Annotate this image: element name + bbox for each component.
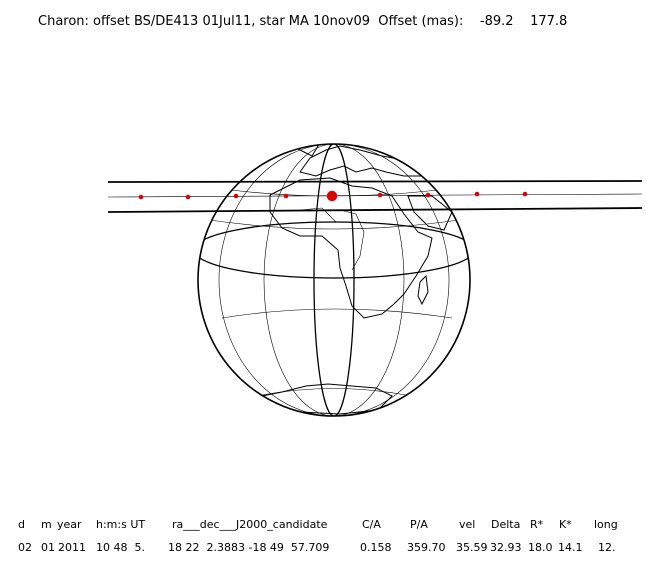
path-point	[138, 194, 144, 200]
globe-outline	[197, 143, 471, 417]
path-point	[474, 191, 480, 197]
longitude-line	[313, 144, 355, 416]
path-point	[283, 193, 289, 199]
path-point	[185, 194, 191, 200]
continents	[261, 144, 462, 415]
path-point	[425, 192, 431, 198]
latitude-line	[198, 217, 470, 230]
plot-title: Charon: offset BS/DE413 01Jul11, star MA…	[38, 14, 568, 29]
closest-approach-point	[326, 190, 338, 202]
latitude-line	[221, 308, 453, 319]
shadow-centerline	[107, 193, 643, 198]
shadow-limit-south	[107, 207, 643, 213]
path-point	[377, 192, 383, 198]
path-points	[138, 190, 528, 202]
day-night-boundary	[198, 221, 470, 279]
longitude-line	[218, 144, 450, 416]
longitude-line	[263, 144, 405, 416]
path-point	[522, 191, 528, 197]
path-point	[233, 193, 239, 199]
shadow-limit-north	[107, 180, 643, 183]
